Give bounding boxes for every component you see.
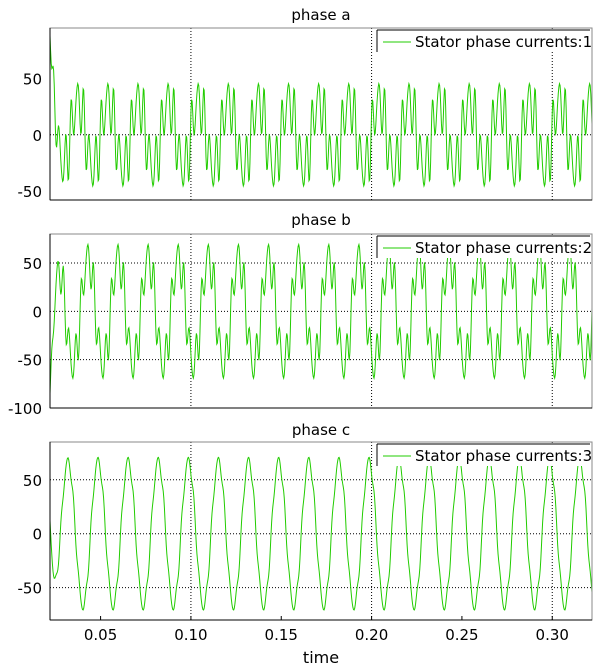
x-tick-label: 0.05 (84, 626, 117, 644)
panel-1-y-tick-label: 50 (23, 71, 42, 89)
panel-3-y-tick-label: 0 (32, 526, 42, 544)
panel-1-title: phase a (291, 6, 350, 24)
panel-3-title: phase c (292, 421, 350, 439)
panel-2-title: phase b (291, 211, 351, 229)
panel-2-legend-box (377, 236, 590, 258)
x-axis-label: time (303, 648, 339, 667)
panel-3-legend-box (377, 444, 590, 466)
panel-3-series-line (49, 456, 593, 611)
panel-1-legend-box (377, 30, 590, 52)
x-tick-label: 0.10 (174, 626, 207, 644)
panel-2-y-tick-label: -50 (18, 352, 43, 370)
panel-2-series-line (49, 242, 593, 394)
x-tick-label: 0.30 (536, 626, 569, 644)
panel-3-y-tick-label: -50 (18, 580, 43, 598)
x-tick-label: 0.15 (265, 626, 298, 644)
panel-2-legend-label: Stator phase currents:2 (415, 239, 592, 257)
panel-1-y-tick-label: 0 (32, 127, 42, 145)
panel-3-y-tick-label: 50 (23, 472, 42, 490)
panel-2-y-tick-label: 50 (23, 255, 42, 273)
panel-1-series-line (49, 35, 593, 188)
panel-1-y-tick-label: -50 (18, 183, 43, 201)
panel-1-legend-label: Stator phase currents:1 (415, 33, 592, 51)
panel-3-legend-label: Stator phase currents:3 (415, 447, 592, 465)
panel-2-y-tick-label: -100 (8, 400, 42, 418)
panel-2-y-tick-label: 0 (32, 303, 42, 321)
x-tick-label: 0.20 (355, 626, 388, 644)
x-tick-label: 0.25 (445, 626, 478, 644)
